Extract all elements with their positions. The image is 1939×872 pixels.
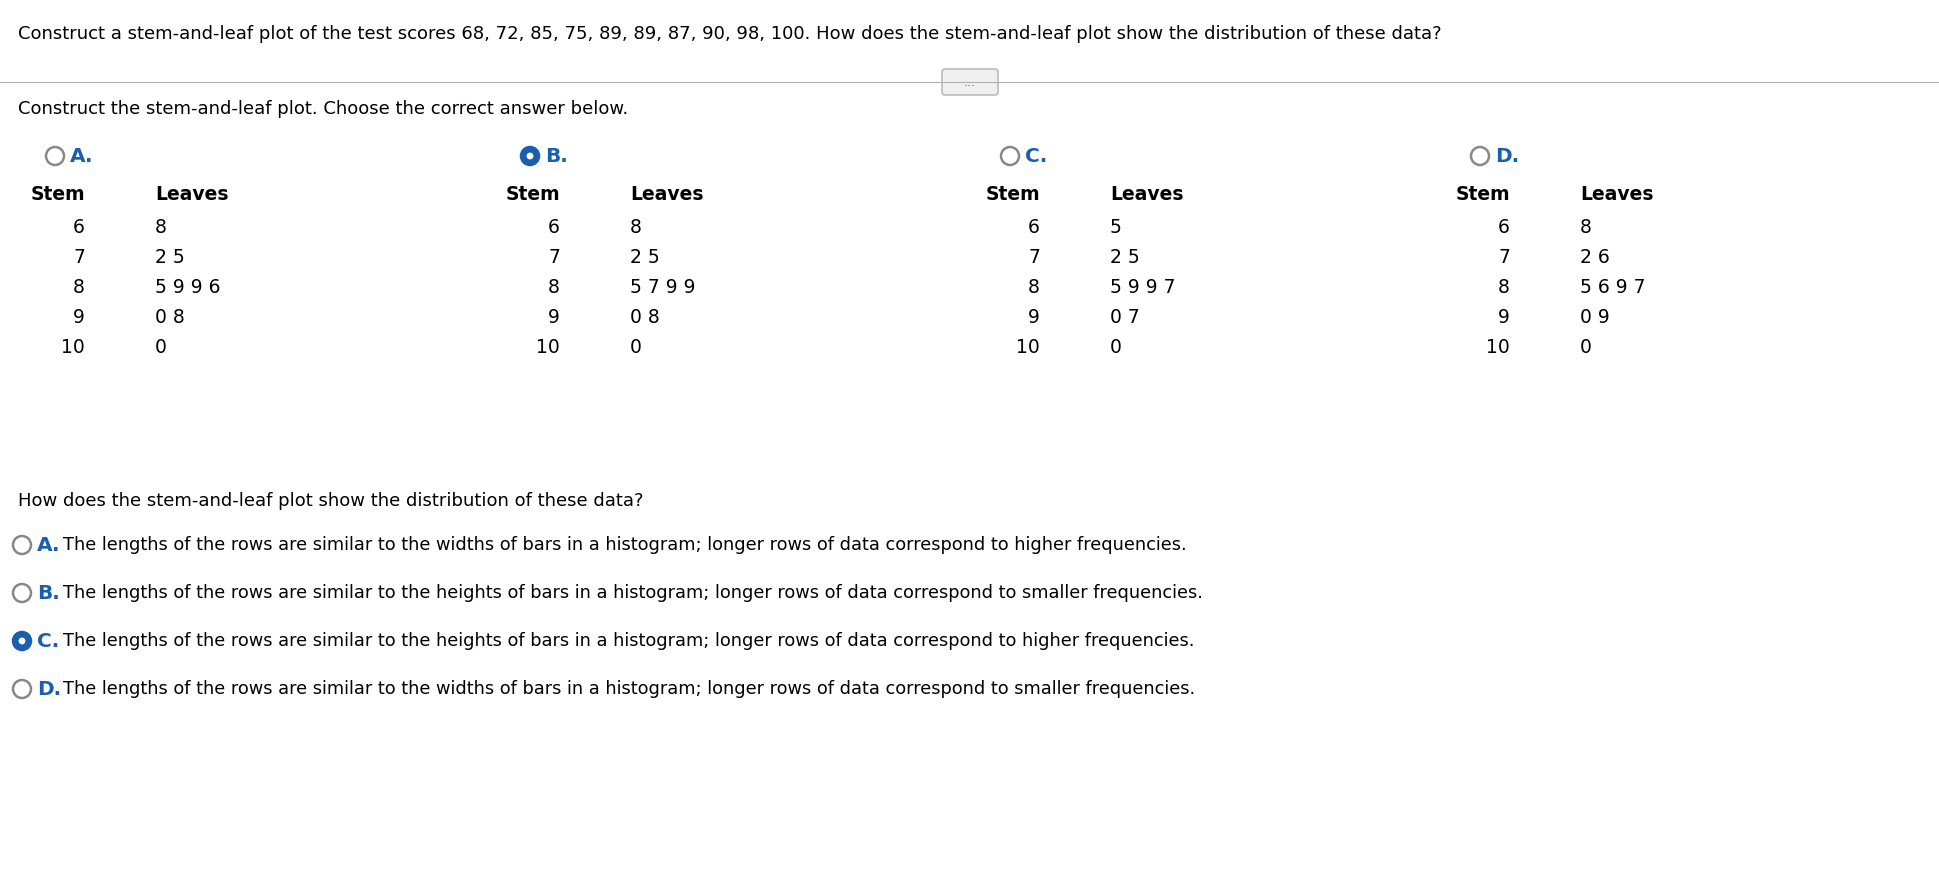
Text: 5: 5 <box>1109 218 1121 237</box>
Text: 0 8: 0 8 <box>155 308 184 327</box>
Circle shape <box>47 147 64 165</box>
Circle shape <box>14 536 31 554</box>
Text: 0: 0 <box>1578 338 1592 357</box>
Text: Leaves: Leaves <box>1578 185 1652 204</box>
Text: 8: 8 <box>1497 278 1509 297</box>
Text: 9: 9 <box>1028 308 1039 327</box>
Text: 2 5: 2 5 <box>155 248 184 267</box>
Text: Leaves: Leaves <box>155 185 229 204</box>
Circle shape <box>14 584 31 602</box>
Circle shape <box>14 680 31 698</box>
Text: The lengths of the rows are similar to the widths of bars in a histogram; longer: The lengths of the rows are similar to t… <box>62 680 1194 698</box>
Text: A.: A. <box>70 146 93 166</box>
Text: B.: B. <box>37 583 60 603</box>
Circle shape <box>16 682 29 696</box>
Text: C.: C. <box>37 631 60 651</box>
Text: 5 9 9 6: 5 9 9 6 <box>155 278 221 297</box>
Circle shape <box>19 637 25 644</box>
Text: Stem: Stem <box>985 185 1039 204</box>
Circle shape <box>1002 149 1016 163</box>
Text: 9: 9 <box>74 308 85 327</box>
Text: 5 6 9 7: 5 6 9 7 <box>1578 278 1644 297</box>
Circle shape <box>525 153 533 160</box>
Text: D.: D. <box>37 679 62 698</box>
Text: 5 9 9 7: 5 9 9 7 <box>1109 278 1175 297</box>
Text: 2 5: 2 5 <box>630 248 659 267</box>
Text: 8: 8 <box>1578 218 1592 237</box>
Text: B.: B. <box>545 146 568 166</box>
Text: 7: 7 <box>1028 248 1039 267</box>
Text: 10: 10 <box>1485 338 1509 357</box>
Circle shape <box>16 586 29 600</box>
Text: 8: 8 <box>155 218 167 237</box>
Circle shape <box>1472 149 1487 163</box>
FancyBboxPatch shape <box>942 69 997 95</box>
Text: 2 5: 2 5 <box>1109 248 1138 267</box>
Text: 6: 6 <box>1497 218 1509 237</box>
Circle shape <box>1001 147 1018 165</box>
Text: 6: 6 <box>1028 218 1039 237</box>
Text: 0 7: 0 7 <box>1109 308 1138 327</box>
Text: Construct a stem-and-leaf plot of the test scores 68, 72, 85, 75, 89, 89, 87, 90: Construct a stem-and-leaf plot of the te… <box>17 25 1441 43</box>
Text: 8: 8 <box>74 278 85 297</box>
Text: Stem: Stem <box>31 185 85 204</box>
Text: 0: 0 <box>1109 338 1121 357</box>
Text: D.: D. <box>1495 146 1518 166</box>
Circle shape <box>16 538 29 552</box>
Text: 10: 10 <box>535 338 560 357</box>
Text: 8: 8 <box>549 278 560 297</box>
Text: 0: 0 <box>630 338 642 357</box>
Text: 6: 6 <box>549 218 560 237</box>
Text: 0: 0 <box>155 338 167 357</box>
Text: C.: C. <box>1024 146 1047 166</box>
Text: 7: 7 <box>549 248 560 267</box>
Text: 5 7 9 9: 5 7 9 9 <box>630 278 696 297</box>
Text: Stem: Stem <box>506 185 560 204</box>
Text: 9: 9 <box>549 308 560 327</box>
Circle shape <box>522 147 539 165</box>
Text: 2 6: 2 6 <box>1578 248 1609 267</box>
Text: 7: 7 <box>74 248 85 267</box>
Text: Leaves: Leaves <box>1109 185 1183 204</box>
Text: 9: 9 <box>1497 308 1509 327</box>
Text: Stem: Stem <box>1454 185 1509 204</box>
Text: Leaves: Leaves <box>630 185 704 204</box>
Circle shape <box>48 149 62 163</box>
Text: 0 8: 0 8 <box>630 308 659 327</box>
Text: 0 9: 0 9 <box>1578 308 1609 327</box>
Circle shape <box>14 632 31 650</box>
Circle shape <box>1470 147 1489 165</box>
Text: 7: 7 <box>1497 248 1509 267</box>
Text: 10: 10 <box>1016 338 1039 357</box>
Text: How does the stem-and-leaf plot show the distribution of these data?: How does the stem-and-leaf plot show the… <box>17 492 644 510</box>
Text: 8: 8 <box>630 218 642 237</box>
Text: 6: 6 <box>74 218 85 237</box>
Text: Construct the stem-and-leaf plot. Choose the correct answer below.: Construct the stem-and-leaf plot. Choose… <box>17 100 628 118</box>
Text: The lengths of the rows are similar to the widths of bars in a histogram; longer: The lengths of the rows are similar to t… <box>62 536 1187 554</box>
Text: The lengths of the rows are similar to the heights of bars in a histogram; longe: The lengths of the rows are similar to t… <box>62 584 1202 602</box>
Text: The lengths of the rows are similar to the heights of bars in a histogram; longe: The lengths of the rows are similar to t… <box>62 632 1194 650</box>
Text: ...: ... <box>964 77 975 90</box>
Text: 10: 10 <box>62 338 85 357</box>
Text: A.: A. <box>37 535 60 555</box>
Text: 8: 8 <box>1028 278 1039 297</box>
